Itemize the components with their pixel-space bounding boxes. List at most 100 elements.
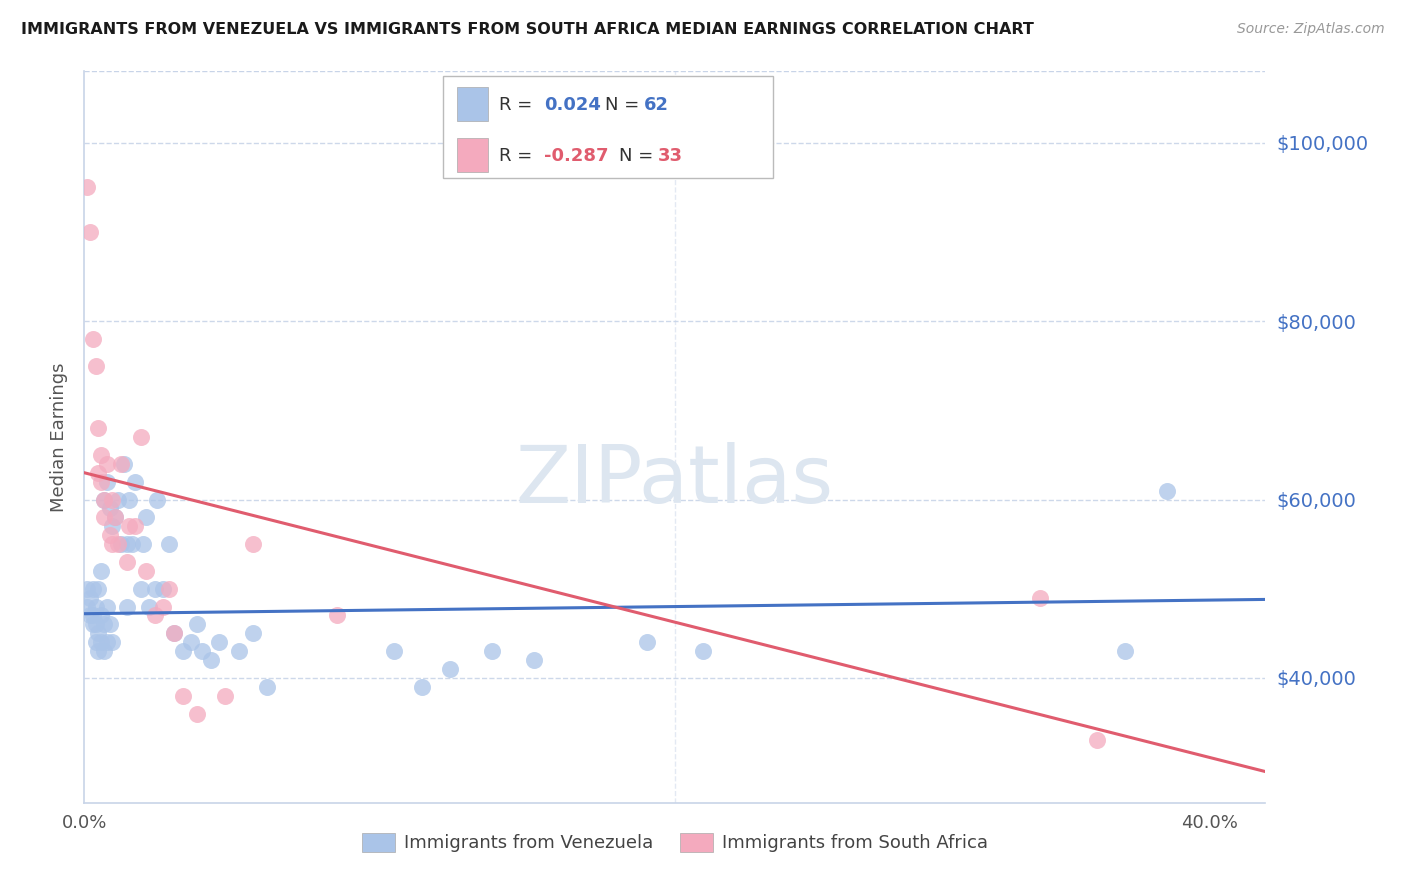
Point bbox=[84, 599, 107, 614]
Point bbox=[107, 492, 129, 507]
Point bbox=[129, 430, 152, 444]
Point bbox=[82, 332, 104, 346]
Point bbox=[82, 608, 104, 623]
Point bbox=[93, 510, 115, 524]
Point bbox=[93, 617, 115, 632]
Text: R =: R = bbox=[499, 147, 538, 165]
Point bbox=[132, 537, 155, 551]
Point bbox=[90, 448, 112, 462]
Point bbox=[146, 492, 169, 507]
Point bbox=[124, 475, 146, 489]
Point bbox=[124, 519, 146, 533]
Point bbox=[104, 510, 127, 524]
Point bbox=[152, 582, 174, 596]
Point bbox=[90, 564, 112, 578]
Point bbox=[79, 225, 101, 239]
Point bbox=[256, 680, 278, 694]
Point bbox=[135, 564, 157, 578]
Point bbox=[242, 626, 264, 640]
Point bbox=[411, 680, 433, 694]
Point bbox=[163, 626, 186, 640]
Point bbox=[101, 635, 124, 649]
Point bbox=[186, 706, 208, 721]
Point bbox=[115, 537, 138, 551]
Point bbox=[1085, 733, 1108, 747]
Text: ZIPatlas: ZIPatlas bbox=[516, 442, 834, 520]
Point bbox=[84, 617, 107, 632]
Point bbox=[96, 475, 118, 489]
Point bbox=[523, 653, 546, 667]
Point bbox=[118, 519, 141, 533]
Point bbox=[172, 644, 194, 658]
Point bbox=[98, 528, 121, 542]
Point bbox=[76, 180, 98, 194]
Point bbox=[1029, 591, 1052, 605]
Point bbox=[82, 582, 104, 596]
Point bbox=[143, 608, 166, 623]
Point bbox=[84, 359, 107, 373]
Point bbox=[90, 635, 112, 649]
Point bbox=[186, 617, 208, 632]
Point bbox=[208, 635, 231, 649]
Point bbox=[636, 635, 658, 649]
Point bbox=[228, 644, 250, 658]
Point bbox=[1156, 483, 1178, 498]
Point bbox=[98, 617, 121, 632]
Point bbox=[481, 644, 503, 658]
Point bbox=[98, 501, 121, 516]
Point bbox=[242, 537, 264, 551]
Point bbox=[152, 599, 174, 614]
Point bbox=[110, 457, 132, 471]
Point bbox=[157, 582, 180, 596]
Point bbox=[104, 510, 127, 524]
Point bbox=[101, 537, 124, 551]
Point bbox=[439, 662, 461, 676]
Point bbox=[115, 599, 138, 614]
Point bbox=[191, 644, 214, 658]
Point bbox=[121, 537, 143, 551]
Point bbox=[382, 644, 405, 658]
Text: N =: N = bbox=[605, 95, 644, 113]
Point bbox=[200, 653, 222, 667]
Point bbox=[76, 582, 98, 596]
Point bbox=[93, 492, 115, 507]
Text: N =: N = bbox=[619, 147, 658, 165]
Point bbox=[143, 582, 166, 596]
Point bbox=[172, 689, 194, 703]
Point bbox=[87, 582, 110, 596]
Point bbox=[101, 519, 124, 533]
Point bbox=[87, 466, 110, 480]
Point bbox=[79, 608, 101, 623]
Point bbox=[326, 608, 349, 623]
Point bbox=[90, 475, 112, 489]
Text: R =: R = bbox=[499, 95, 538, 113]
Text: 62: 62 bbox=[644, 95, 669, 113]
Point bbox=[82, 617, 104, 632]
Point bbox=[76, 599, 98, 614]
Point bbox=[87, 421, 110, 435]
Point bbox=[129, 582, 152, 596]
Point bbox=[110, 537, 132, 551]
Point bbox=[96, 457, 118, 471]
Point bbox=[90, 608, 112, 623]
Point bbox=[214, 689, 236, 703]
Point bbox=[135, 510, 157, 524]
Text: 0.024: 0.024 bbox=[544, 95, 600, 113]
Point bbox=[96, 599, 118, 614]
Point bbox=[157, 537, 180, 551]
Point bbox=[138, 599, 160, 614]
Point bbox=[112, 457, 135, 471]
Point bbox=[87, 626, 110, 640]
Point bbox=[84, 635, 107, 649]
Point bbox=[79, 591, 101, 605]
Legend: Immigrants from Venezuela, Immigrants from South Africa: Immigrants from Venezuela, Immigrants fr… bbox=[354, 826, 995, 860]
Point bbox=[87, 644, 110, 658]
Point bbox=[1114, 644, 1136, 658]
Point bbox=[93, 644, 115, 658]
Text: IMMIGRANTS FROM VENEZUELA VS IMMIGRANTS FROM SOUTH AFRICA MEDIAN EARNINGS CORREL: IMMIGRANTS FROM VENEZUELA VS IMMIGRANTS … bbox=[21, 22, 1033, 37]
Point bbox=[93, 492, 115, 507]
Point bbox=[101, 492, 124, 507]
Point bbox=[107, 537, 129, 551]
Text: 33: 33 bbox=[658, 147, 683, 165]
Y-axis label: Median Earnings: Median Earnings bbox=[51, 362, 69, 512]
